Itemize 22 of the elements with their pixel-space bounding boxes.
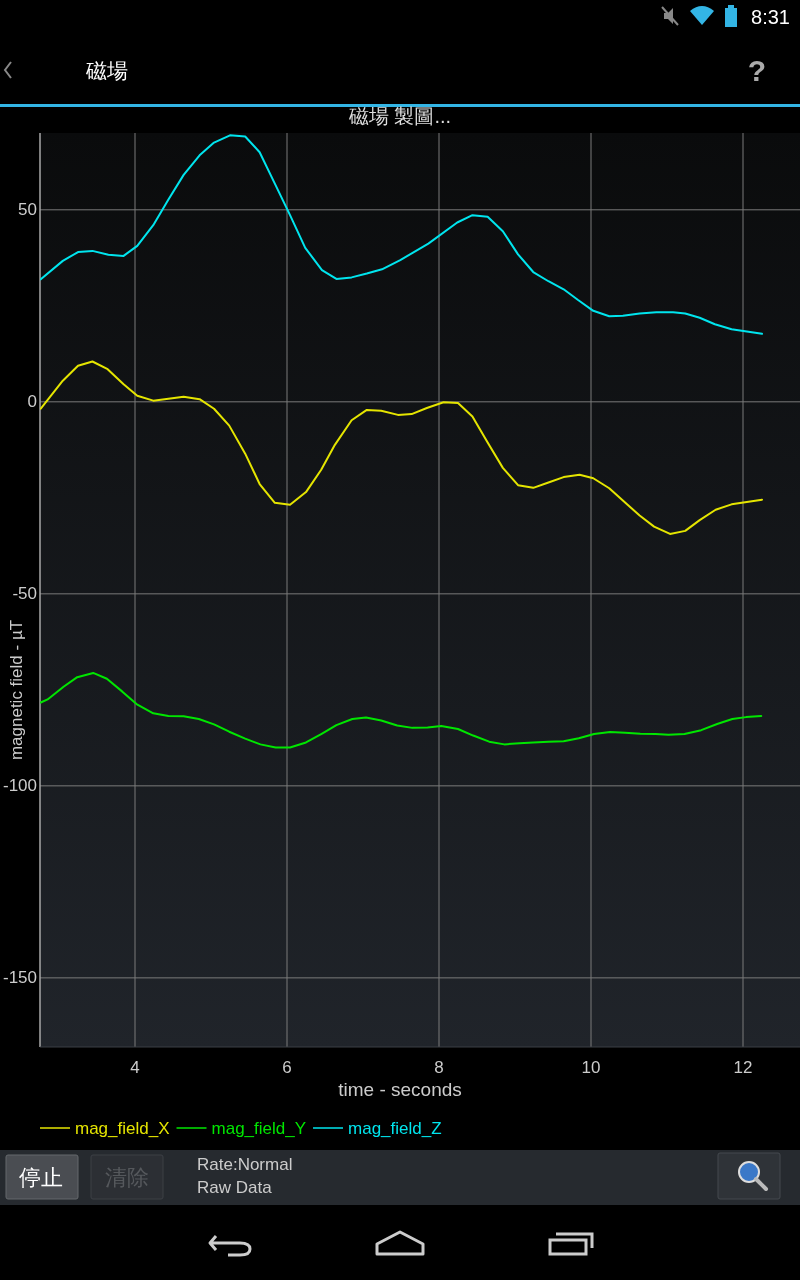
- y-tick-label: -150: [2, 968, 37, 988]
- x-tick-label: 6: [282, 1057, 292, 1077]
- text: 8:31: [751, 6, 790, 28]
- text: Rate:Normal: [197, 1154, 293, 1174]
- text: 停止: [19, 1164, 63, 1190]
- text: Raw Data: [197, 1177, 273, 1197]
- x-tick-label: 8: [434, 1057, 444, 1077]
- legend-label: mag_field_X: [75, 1118, 170, 1138]
- x-axis-title: time - seconds: [338, 1078, 462, 1100]
- y-tick-label: 50: [18, 200, 37, 220]
- y-tick-label: 0: [27, 392, 37, 412]
- text: 磁場: [85, 58, 128, 82]
- y-tick-label: -50: [12, 584, 37, 604]
- legend-label: mag_field_Z: [348, 1118, 442, 1138]
- x-tick-label: 4: [130, 1057, 140, 1077]
- y-axis-title: magnetic field - µT: [6, 619, 26, 761]
- x-tick-label: 10: [581, 1057, 601, 1077]
- text: ?: [747, 53, 767, 87]
- x-tick-label: 12: [733, 1057, 753, 1077]
- legend-label: mag_field_Y: [211, 1118, 307, 1138]
- y-tick-label: -100: [2, 776, 37, 796]
- chart-title: 磁場 製圖...: [347, 105, 452, 127]
